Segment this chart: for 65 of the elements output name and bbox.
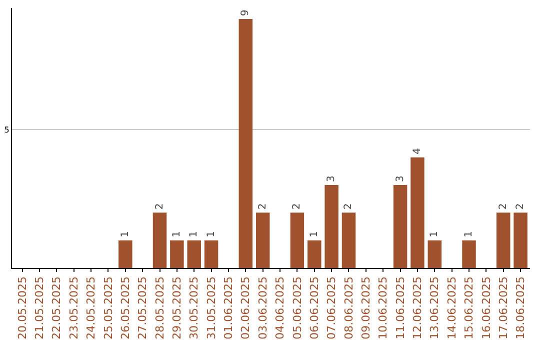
bar [342, 212, 356, 268]
x-tick-label: 27.05.2025 [136, 276, 150, 340]
x-tick-label: 01.06.2025 [222, 276, 236, 340]
x-tick-label: 26.05.2025 [118, 276, 132, 340]
bar [238, 19, 253, 268]
data-label: 2 [257, 203, 268, 210]
data-label: 1 [429, 230, 440, 238]
data-label: 2 [343, 203, 354, 210]
x-tick-label: 11.06.2025 [394, 276, 407, 340]
x-tick-label: 12.06.2025 [411, 276, 424, 340]
data-label: 3 [326, 176, 338, 182]
y-tick-label: 5 [4, 126, 10, 134]
bar [170, 240, 184, 268]
bar [256, 212, 270, 268]
bar [393, 185, 408, 268]
data-label: 3 [394, 176, 406, 182]
x-tick-label: 10.06.2025 [376, 276, 390, 340]
x-tick-label: 28.05.2025 [153, 276, 166, 340]
x-tick-label: 22.05.2025 [50, 276, 64, 340]
data-label: 2 [515, 203, 526, 210]
x-tick-label: 16.06.2025 [480, 276, 493, 340]
bar [324, 185, 338, 268]
x-tick-label: 18.06.2025 [514, 276, 528, 340]
x-tick-label: 17.06.2025 [496, 276, 510, 340]
x-tick-label: 07.06.2025 [325, 276, 338, 340]
x-tick-label: 24.05.2025 [84, 276, 98, 340]
data-label: 2 [498, 203, 509, 210]
x-tick-label: 20.05.2025 [16, 276, 29, 340]
data-label: 1 [171, 230, 182, 238]
x-tick-label: 02.06.2025 [239, 276, 252, 340]
data-label: 1 [206, 230, 217, 238]
bar [187, 240, 201, 268]
data-label: 2 [154, 203, 166, 210]
bar [308, 240, 322, 268]
bar [428, 240, 442, 268]
bar [204, 240, 218, 268]
x-tick-label: 05.06.2025 [290, 276, 304, 340]
data-label: 2 [292, 203, 303, 210]
x-tick-label: 25.05.2025 [102, 276, 115, 340]
x-tick-label: 09.06.2025 [359, 276, 372, 340]
data-label: 4 [412, 148, 423, 154]
bar [514, 212, 528, 268]
x-tick-label: 30.05.2025 [188, 276, 201, 340]
x-tick-label: 04.06.2025 [274, 276, 287, 340]
x-tick-label: 23.05.2025 [67, 276, 80, 340]
bar [118, 240, 132, 268]
data-label: 1 [308, 230, 320, 238]
data-label: 1 [120, 230, 131, 238]
bar [290, 212, 304, 268]
bar [410, 157, 424, 268]
x-tick-label: 21.05.2025 [33, 276, 46, 340]
x-tick-label: 31.05.2025 [204, 276, 218, 340]
bar [462, 240, 476, 268]
x-tick-label: 03.06.2025 [256, 276, 270, 340]
x-tick-label: 08.06.2025 [342, 276, 356, 340]
data-label: 1 [188, 230, 200, 238]
x-tick-label: 06.06.2025 [308, 276, 321, 340]
data-label: 1 [464, 230, 475, 238]
bar [496, 212, 510, 268]
x-tick-label: 29.05.2025 [170, 276, 184, 340]
x-tick-label: 15.06.2025 [462, 276, 476, 340]
bar [152, 212, 167, 268]
x-tick-label: 13.06.2025 [428, 276, 442, 340]
data-label: 9 [240, 10, 252, 16]
x-tick-label: 14.06.2025 [445, 276, 458, 340]
